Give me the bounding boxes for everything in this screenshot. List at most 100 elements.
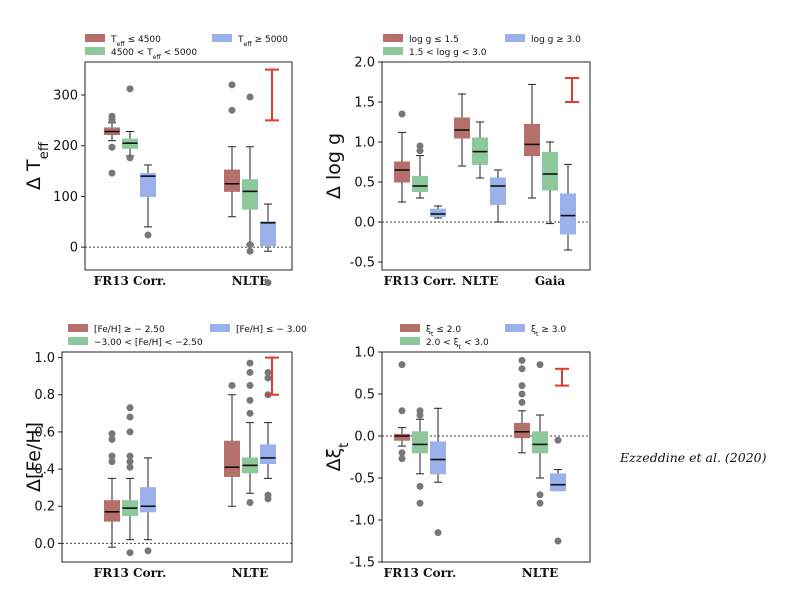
outlier-point	[108, 430, 116, 438]
category-label: FR13 Corr.	[384, 566, 457, 580]
legend-swatch	[85, 47, 105, 55]
box-logg	[472, 121, 488, 179]
legend-label: −3.00 < [Fe/H] < −2.50	[94, 338, 203, 348]
category-label: NLTE	[232, 274, 269, 288]
y-tick-label: 2.0	[354, 56, 375, 71]
box-body	[560, 193, 576, 235]
y-tick-label: 0.5	[354, 388, 375, 403]
outlier-point	[398, 455, 406, 463]
y-tick-label: -1.0	[350, 514, 375, 529]
outlier-point	[416, 147, 424, 155]
box-body	[550, 473, 566, 492]
y-tick-label: 0.2	[34, 500, 55, 515]
box-body	[430, 208, 446, 217]
legend-swatch	[212, 34, 232, 42]
legend-swatch	[505, 324, 525, 332]
outlier-point	[144, 547, 152, 555]
outlier-point	[398, 361, 406, 369]
box-feh	[224, 381, 240, 507]
box-logg	[430, 205, 446, 219]
y-tick-label: 0.8	[34, 388, 55, 403]
box-xi	[514, 356, 530, 454]
box-teff	[140, 164, 156, 239]
category-label: NLTE	[462, 274, 499, 288]
box-teff	[224, 81, 240, 218]
box-xi	[430, 407, 446, 537]
box-body	[532, 431, 548, 454]
box-body	[140, 173, 156, 197]
box-body	[430, 441, 446, 475]
outlier-point	[126, 458, 134, 466]
panel-xi: -1.5 -1.0 -0.5 0.0 0.5 1.0 Δξt FR13 Corr. NLTE ξt…	[323, 324, 591, 580]
y-axis-label: Δ Teff	[23, 141, 52, 190]
outlier-point	[416, 142, 424, 150]
box-xi	[394, 361, 410, 463]
outlier-point	[126, 463, 134, 471]
category-label: Gaia	[535, 274, 566, 288]
outlier-point	[536, 499, 544, 507]
outlier-point	[246, 247, 254, 255]
box-body	[394, 161, 410, 183]
outlier-point	[246, 396, 254, 404]
box-feh	[140, 457, 156, 555]
box-logg	[524, 83, 540, 199]
box-feh	[242, 359, 258, 507]
y-tick-label: -0.5	[350, 472, 375, 487]
outlier-point	[108, 435, 116, 443]
legend-swatch	[383, 34, 403, 42]
y-tick-label: 200	[53, 139, 78, 154]
y-tick-label: 0	[70, 241, 78, 256]
outlier-point	[126, 154, 134, 162]
outlier-point	[108, 116, 116, 124]
outlier-point	[416, 499, 424, 507]
box-body	[412, 431, 428, 454]
panel-teff: 0 100 200 300 Δ Teff FR13 Corr. NLTE Teff ≤ 450…	[23, 34, 293, 288]
legend-swatch	[68, 337, 88, 345]
legend-label: ξt ≤ 2.0	[426, 325, 461, 338]
outlier-point	[126, 85, 134, 93]
y-tick-label: 0.5	[354, 176, 375, 191]
outlier-point	[536, 491, 544, 499]
legend-swatch	[400, 324, 420, 332]
outlier-point	[264, 368, 272, 376]
box-feh	[260, 368, 276, 503]
y-tick-label: 0.6	[34, 425, 55, 440]
legend-label: 1.5 < log g < 3.0	[409, 48, 487, 58]
outlier-point	[554, 436, 562, 444]
legend-swatch	[85, 34, 105, 42]
y-tick-label: 100	[53, 190, 78, 205]
outlier-point	[228, 106, 236, 114]
outlier-point	[434, 529, 442, 537]
box-logg	[454, 93, 470, 167]
outlier-point	[416, 482, 424, 490]
legend-label: 2.0 < ξt < 3.0	[426, 338, 489, 351]
category-label: NLTE	[232, 566, 269, 580]
outlier-point	[126, 413, 134, 421]
outlier-point	[126, 452, 134, 460]
box-body	[542, 151, 558, 191]
outlier-point	[398, 407, 406, 415]
box-teff	[242, 93, 258, 255]
box-feh	[122, 404, 138, 557]
legend-label: Teff ≥ 5000	[237, 35, 288, 48]
outlier-point	[246, 409, 254, 417]
box-logg	[412, 142, 428, 199]
outlier-point	[108, 143, 116, 151]
plot-frame	[84, 61, 293, 271]
outlier-point	[416, 411, 424, 419]
legend-swatch	[68, 324, 88, 332]
legend-swatch	[505, 34, 525, 42]
box-xi	[550, 436, 566, 545]
citation-text: Ezzeddine et al. (2020)	[620, 450, 767, 465]
outlier-point	[246, 368, 254, 376]
outlier-point	[246, 359, 254, 367]
y-axis-label: Δ log g	[323, 133, 345, 199]
legend-swatch	[383, 47, 403, 55]
category-label: FR13 Corr.	[94, 566, 167, 580]
box-xi	[412, 407, 428, 507]
outlier-point	[246, 93, 254, 101]
outlier-point	[108, 452, 116, 460]
legend-label: Teff ≤ 4500	[110, 35, 161, 48]
legend-label: log g ≤ 1.5	[409, 35, 459, 45]
box-logg	[542, 141, 558, 225]
